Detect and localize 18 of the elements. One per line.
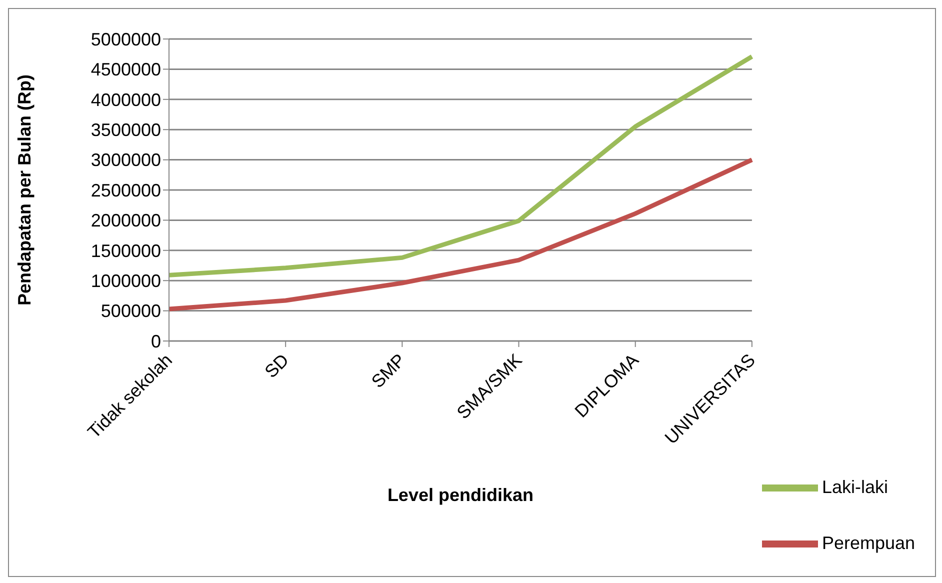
y-tick-label: 500000 — [100, 301, 161, 322]
y-tick-label: 1500000 — [90, 240, 161, 261]
line-series — [166, 158, 754, 312]
y-tick-label: 0 — [150, 331, 161, 352]
y-tick-label: 5000000 — [90, 29, 161, 50]
x-tick-label: SD — [260, 350, 293, 382]
legend-label: Laki-laki — [822, 476, 888, 497]
y-tick-label: 3500000 — [90, 120, 161, 140]
y-tick-label: 4500000 — [90, 60, 161, 80]
y-axis-title: Pendapatan per Bulan (Rp) — [14, 74, 34, 306]
y-tick-label: 1000000 — [90, 270, 161, 291]
line-series — [166, 54, 754, 278]
y-tick-label: 3000000 — [90, 150, 161, 170]
legend-label: Perempuan — [822, 532, 915, 553]
y-tick-label: 2500000 — [90, 180, 161, 200]
y-tick-label: 4000000 — [90, 90, 161, 110]
x-axis-title: Level pendidikan — [387, 485, 534, 505]
y-tick-label: 2000000 — [90, 210, 161, 231]
